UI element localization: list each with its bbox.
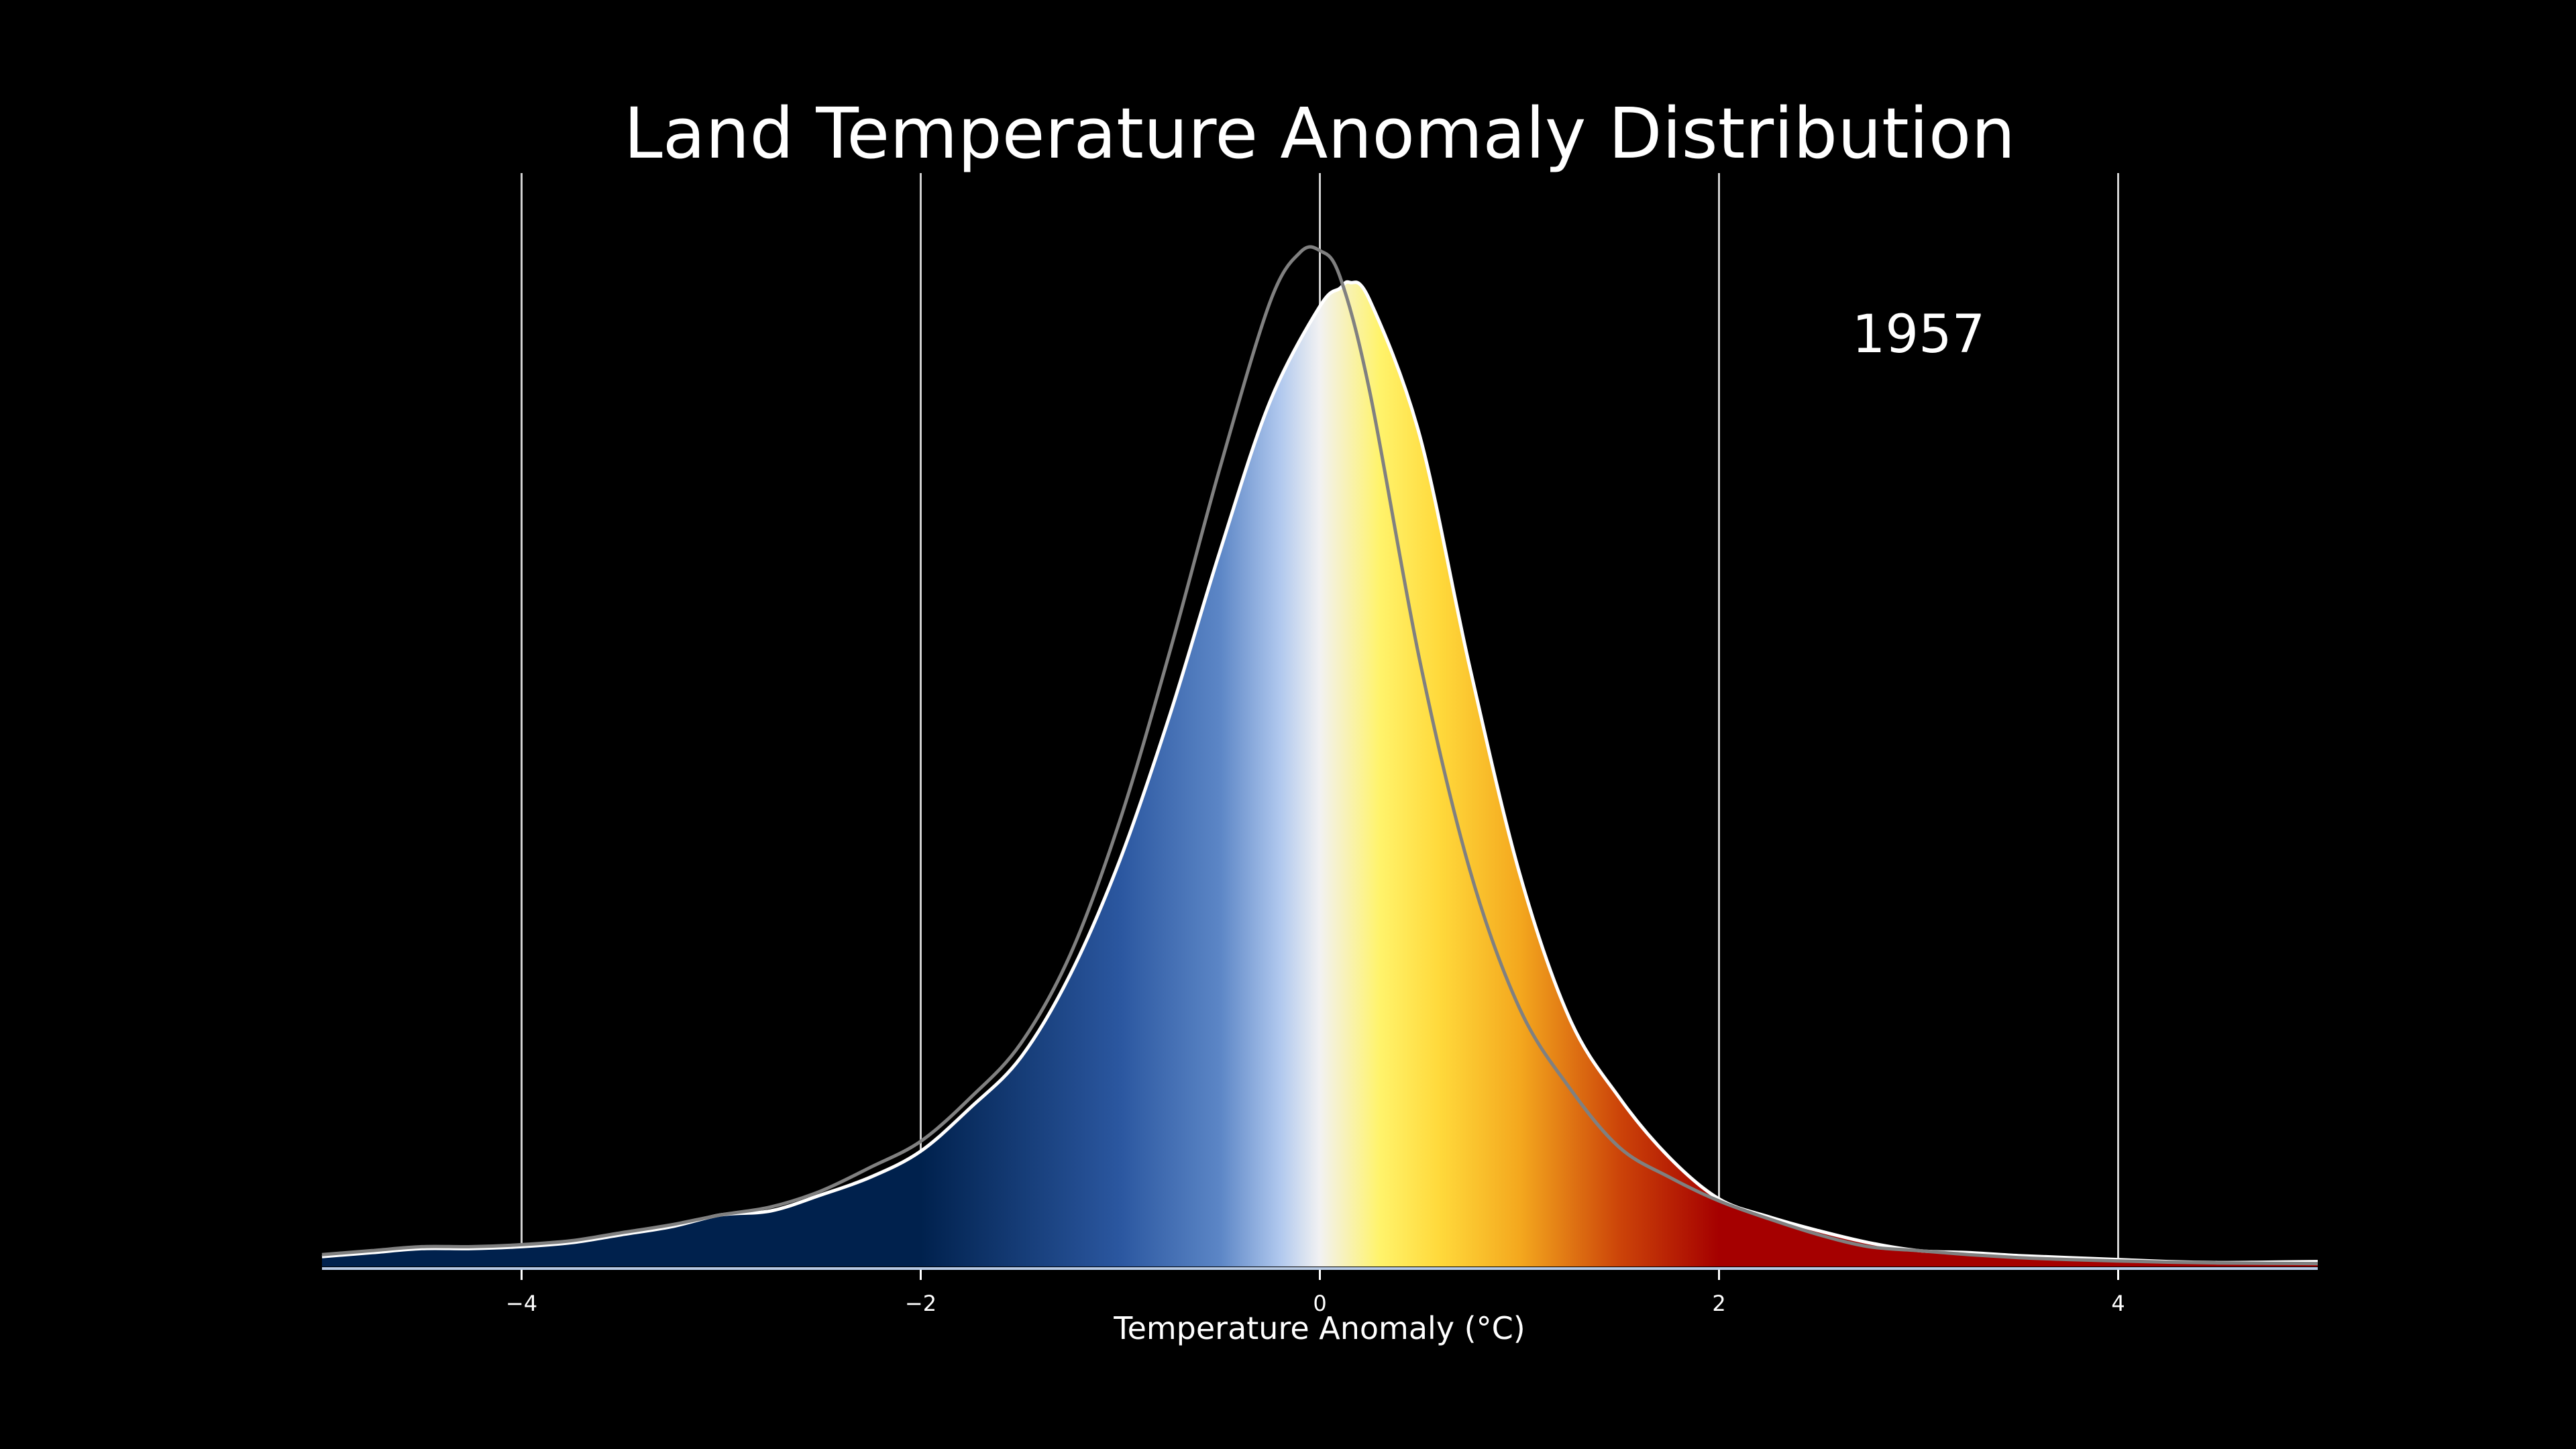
- x-tick-label: 0: [1313, 1291, 1326, 1316]
- distribution-area: [322, 282, 2318, 1267]
- x-tick-label: −4: [506, 1291, 537, 1316]
- chart-title: Land Temperature Anomaly Distribution: [624, 93, 2015, 174]
- tick-layer: −4 −2 0 2 4: [506, 1270, 2125, 1316]
- area-layer: [322, 282, 2318, 1267]
- x-axis-label: Temperature Anomaly (°C): [1113, 1310, 1525, 1346]
- x-tick-label: 4: [2111, 1291, 2125, 1316]
- line-layer: [321, 245, 2318, 1266]
- year-annotation: 1957: [1852, 305, 1986, 365]
- x-tick-label: −2: [905, 1291, 936, 1316]
- x-tick-label: 2: [1712, 1291, 1725, 1316]
- baseline-distribution-line: [321, 245, 2318, 1266]
